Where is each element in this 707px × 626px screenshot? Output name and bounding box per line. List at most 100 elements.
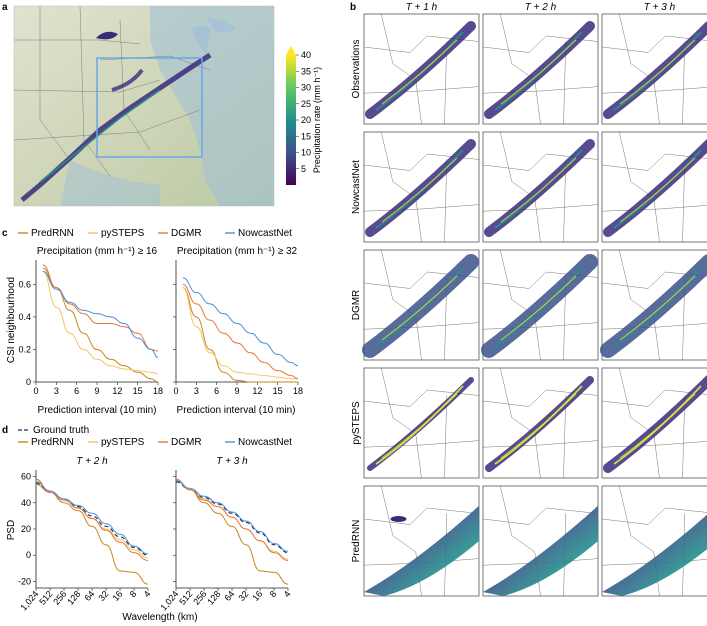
great-lake (192, 25, 212, 54)
series-line-dgmr (35, 478, 149, 561)
y-tick-label: -20 (18, 576, 31, 586)
x-tick-label: 9 (94, 386, 99, 396)
precip-band (20, 52, 212, 202)
y-tick-label: 0.2 (18, 344, 31, 354)
forecast-cell (363, 131, 480, 243)
series-line-dgmr (182, 283, 299, 380)
forecast-cell (363, 485, 480, 597)
x-tick-label: 16 (110, 589, 124, 603)
colorbar-extend-arrow (286, 46, 296, 55)
colorbar: 40 35 30 25 20 15 10 5 Precipitation rate (mm h… (286, 46, 322, 185)
x-tick-label: 4 (142, 589, 153, 599)
csi-chart-16: Precipitation (mm h⁻¹) ≥ 16 0 3 6 9 12 15 18 0 0.… (18, 246, 163, 396)
grid-row-label: NowcastNet (351, 160, 362, 214)
y-tick-label: 60 (21, 472, 31, 482)
y-tick-label: 0 (26, 377, 31, 387)
x-tick-label: 15 (133, 386, 143, 396)
c-xlabel-left: Prediction interval (10 min) (38, 405, 157, 416)
legend-c: PredRNN pySTEPS DGMR NowcastNet (18, 228, 292, 239)
legend-label: pySTEPS (101, 228, 145, 239)
x-tick-label: 15 (273, 386, 283, 396)
x-tick-label: 16 (250, 589, 264, 603)
legend-item: NowcastNet (225, 228, 292, 239)
legend-item: PredRNN (18, 437, 74, 448)
x-tick-label: 4 (282, 589, 293, 599)
x-tick-label: 256 (51, 589, 68, 607)
legend-item: DGMR (158, 437, 202, 448)
forecast-cell (482, 13, 599, 125)
x-tick-label: 6 (214, 386, 219, 396)
ocean-area (150, 6, 274, 206)
legend-item: PredRNN (18, 228, 74, 239)
great-lake (206, 18, 236, 33)
series-line-nowcastnet (175, 479, 289, 552)
x-tick-label: 512 (177, 589, 194, 607)
colorbar-gradient (286, 55, 296, 185)
forecast-cell (363, 367, 480, 479)
series-line-dgmr (175, 478, 289, 561)
legend-label: pySTEPS (101, 437, 145, 448)
x-tick-label: 6 (74, 386, 79, 396)
x-tick-label: 8 (128, 589, 139, 599)
series-line-predrnn (182, 287, 298, 383)
legend-label: DGMR (171, 228, 202, 239)
colorbar-tick-label: 10 (301, 148, 311, 158)
region-box (96, 57, 203, 158)
forecast-cell (482, 131, 599, 243)
legend-item: pySTEPS (88, 228, 145, 239)
colorbar-tick-label: 35 (301, 66, 311, 76)
colorbar-tick-label: 15 (301, 131, 311, 141)
legend-item: Ground truth (18, 425, 89, 436)
forecast-cell (601, 13, 707, 125)
colorbar-tick-label: 25 (301, 99, 311, 109)
y-tick-label: 20 (21, 524, 31, 534)
series-line-predrnn (42, 267, 159, 383)
x-tick-label: 12 (252, 386, 262, 396)
legend-item: DGMR (158, 228, 202, 239)
legend-item: pySTEPS (88, 437, 145, 448)
chart-title: T + 3 h (216, 456, 248, 467)
y-tick-label: 0.4 (18, 312, 31, 322)
series-line-pysteps (42, 270, 159, 375)
forecast-cell (482, 485, 599, 597)
x-tick-label: 9 (234, 386, 239, 396)
series-line-dgmr (42, 264, 159, 352)
c-xlabel-right: Prediction interval (10 min) (177, 405, 296, 416)
panel-label-a: a (2, 2, 8, 13)
chart-title: T + 2 h (76, 456, 108, 467)
forecast-cell (363, 13, 480, 125)
x-tick-label: 32 (236, 589, 250, 603)
grid-column-title: T + 1 h (406, 2, 438, 13)
csi-chart-32: Precipitation (mm h⁻¹) ≥ 32 0 3 6 9 12 15 18 (173, 246, 303, 396)
colorbar-tick-label: 30 (301, 83, 311, 93)
precip-cell (96, 31, 118, 40)
legend-label: NowcastNet (238, 228, 292, 239)
x-tick-label: 3 (194, 386, 199, 396)
chart-title: Precipitation (mm h⁻¹) ≥ 16 (37, 246, 158, 257)
y-tick-label: 40 (21, 498, 31, 508)
gulf-area (60, 160, 160, 206)
forecast-cell (481, 249, 599, 361)
precip-core (39, 89, 161, 183)
forecast-cell (362, 249, 480, 361)
grid-row-label: PredRNN (351, 520, 362, 563)
forecast-cell (601, 485, 707, 597)
legend-label: Ground truth (33, 425, 89, 436)
series-line-nowcastnet (182, 277, 299, 367)
series-line-nowcastnet (35, 481, 149, 555)
x-tick-label: 18 (293, 386, 303, 396)
grid-column-title: T + 3 h (644, 2, 676, 13)
legend-item: NowcastNet (225, 437, 292, 448)
x-tick-label: 256 (191, 589, 208, 607)
series-line-predrnn (35, 483, 149, 585)
x-tick-label: 64 (222, 589, 236, 603)
forecast-cell (600, 249, 707, 361)
forecast-cell (482, 367, 599, 479)
x-tick-label: 32 (96, 589, 110, 603)
x-tick-label: 18 (153, 386, 163, 396)
legend-label: PredRNN (31, 437, 74, 448)
panel-label-d: d (2, 425, 8, 436)
